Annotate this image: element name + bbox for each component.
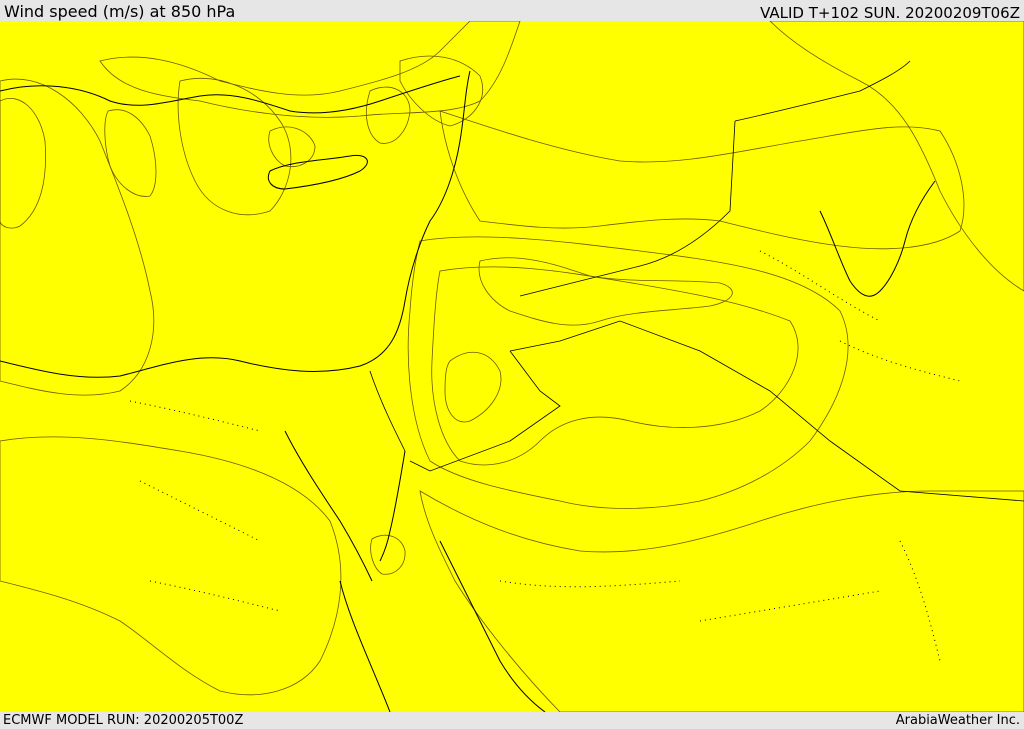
- stronger-wind-region-syria: [478, 257, 733, 326]
- calm-region-turkey: [104, 109, 157, 197]
- sinai-coast-west: [284, 430, 373, 582]
- egypt-israel-border: [369, 370, 406, 452]
- calm-region-red-sea: [370, 534, 406, 575]
- map-header: Wind speed (m/s) at 850 hPa VALID T+102 …: [0, 0, 1024, 21]
- calm-region-lebanon: [366, 86, 411, 144]
- model-run-label: ECMWF MODEL RUN: 20200205T00Z: [3, 713, 244, 728]
- red-sea-coast-west: [339, 580, 391, 712]
- moderate-wind-region-central: [407, 236, 849, 509]
- moderate-wind-region-cyprus: [177, 78, 292, 216]
- light-wind-region-southeast: [419, 490, 1024, 712]
- strong-wind-region-turkey: [399, 55, 483, 127]
- valid-time: VALID T+102 SUN. 20200209T06Z: [760, 4, 1020, 22]
- jordan-saudi-border: [509, 320, 1024, 502]
- strong-wind-region-west: [0, 98, 46, 229]
- moderate-wind-region-west: [0, 78, 155, 396]
- map-title: Wind speed (m/s) at 850 hPa: [4, 2, 236, 21]
- red-sea-coast-east: [439, 540, 546, 712]
- admin-boundary-egypt: [129, 400, 281, 612]
- wind-speed-map[interactable]: [0, 21, 1024, 712]
- moderate-wind-region-egypt: [0, 436, 342, 696]
- base-field: [0, 21, 1024, 712]
- map-footer: ECMWF MODEL RUN: 20200205T00Z ArabiaWeat…: [0, 712, 1024, 729]
- light-wind-region-northeast: [769, 21, 1024, 292]
- cyprus-coast: [267, 154, 368, 190]
- jordan-border: [409, 350, 561, 472]
- gulf-coast: [819, 180, 936, 297]
- moderate-wind-region-levant: [439, 110, 965, 250]
- syria-iraq-border: [519, 120, 736, 297]
- mediterranean-coast: [0, 70, 471, 378]
- credit-label: ArabiaWeather Inc.: [895, 713, 1020, 728]
- turkey-coast: [0, 75, 461, 114]
- sinai-coast-east: [379, 450, 406, 562]
- map-canvas: [0, 21, 1024, 712]
- strong-wind-region-jordan: [431, 266, 799, 466]
- stronger-wind-region-jordan: [444, 352, 502, 423]
- admin-boundary-iraq: [759, 250, 961, 382]
- iraq-iran-border: [734, 60, 911, 122]
- admin-boundary-saudi: [499, 540, 941, 662]
- calm-region-cyprus: [268, 126, 316, 168]
